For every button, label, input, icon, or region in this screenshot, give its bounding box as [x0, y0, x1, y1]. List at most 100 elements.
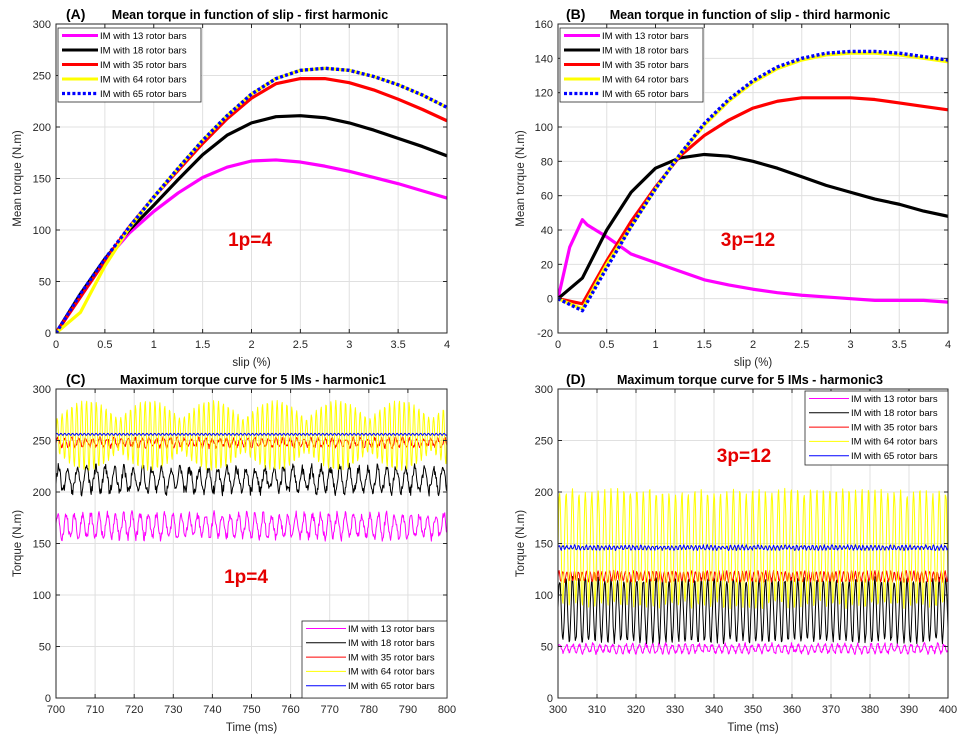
x-tick-label: 4: [945, 339, 951, 351]
y-tick-label: 80: [541, 156, 553, 168]
x-tick-label: 360: [783, 704, 801, 716]
y-tick-label: 150: [33, 539, 51, 551]
legend-label-im-with-18-rotor-bars: IM with 18 rotor bars: [100, 45, 187, 56]
x-tick-label: 730: [164, 704, 182, 716]
series-line-im-with-35-rotor-bars: [558, 96, 948, 306]
y-tick-label: 0: [547, 693, 553, 705]
x-tick-label: 760: [281, 704, 299, 716]
series-line-im-with-18-rotor-bars: [56, 462, 447, 497]
x-tick-label: 2: [248, 339, 254, 351]
legend-label-im-with-65-rotor-bars: IM with 65 rotor bars: [100, 89, 187, 100]
x-tick-label: 3.5: [390, 339, 405, 351]
legend-box: [804, 390, 949, 466]
legend: IM with 13 rotor bars IM with 18 rotor ba…: [57, 27, 202, 103]
x-tick-label: 2: [750, 339, 756, 351]
x-tick-label: 0.5: [97, 339, 112, 351]
legend-label-im-with-35-rotor-bars: IM with 35 rotor bars: [100, 60, 187, 71]
legend-label-im-with-13-rotor-bars: IM with 13 rotor bars: [851, 394, 938, 405]
series-line-im-with-64-rotor-bars: [558, 487, 948, 610]
y-tick-label: 50: [541, 642, 553, 654]
x-axis-label: Time (ms): [226, 722, 277, 734]
x-tick-label: 750: [242, 704, 260, 716]
x-tick-label: 700: [47, 704, 65, 716]
x-tick-label: 3: [346, 339, 352, 351]
panel-a: 0 0.5 1 1.5 2 2.5 3 3.5 4 0 50 100 150 200 250 300 slip …: [12, 6, 450, 369]
y-tick-label: 150: [33, 174, 51, 186]
panel-label: (C): [66, 371, 85, 387]
legend: IM with 13 rotor bars IM with 18 rotor ba…: [559, 27, 704, 103]
y-axis-label: Mean torque (N.m): [12, 130, 24, 227]
y-tick-label: 300: [33, 384, 51, 396]
legend-label-im-with-18-rotor-bars: IM with 18 rotor bars: [851, 408, 938, 419]
y-tick-label: 0: [547, 294, 553, 306]
x-tick-label: 1: [652, 339, 658, 351]
legend-label-im-with-18-rotor-bars: IM with 18 rotor bars: [348, 638, 435, 649]
x-tick-label: 2.5: [794, 339, 809, 351]
legend-label-im-with-64-rotor-bars: IM with 64 rotor bars: [100, 74, 187, 85]
series-group: [56, 66, 447, 333]
x-tick-label: 0: [555, 339, 561, 351]
x-tick-label: 320: [627, 704, 645, 716]
x-tick-label: 740: [203, 704, 221, 716]
y-tick-label: 100: [535, 122, 553, 134]
x-tick-label: 350: [744, 704, 762, 716]
legend-label-im-with-35-rotor-bars: IM with 35 rotor bars: [851, 422, 938, 433]
chart-title: Mean torque in function of slip - first …: [112, 8, 388, 22]
series-line-im-with-13-rotor-bars: [558, 218, 948, 304]
y-tick-label: 200: [33, 122, 51, 134]
x-tick-label: 0.5: [599, 339, 614, 351]
x-tick-label: 340: [705, 704, 723, 716]
pole-annotation: 3p=12: [717, 446, 771, 467]
series-line-im-with-65-rotor-bars: [558, 544, 948, 552]
y-tick-label: 250: [33, 436, 51, 448]
y-tick-label: 120: [535, 88, 553, 100]
y-axis-label: Torque (N.m): [515, 510, 527, 577]
y-tick-label: 300: [33, 19, 51, 31]
legend-label-im-with-64-rotor-bars: IM with 64 rotor bars: [348, 667, 435, 678]
panel-label: (A): [66, 6, 85, 22]
panel-b: 0 0.5 1 1.5 2 2.5 3 3.5 4-2002040608010012014016…: [515, 6, 951, 369]
panel-d: 300 310 320 330 340 350 360 370 380 390 400 0 50 100 1…: [515, 371, 957, 734]
y-tick-label: 100: [33, 225, 51, 237]
x-axis-label: slip (%): [232, 357, 271, 369]
series-line-im-with-13-rotor-bars: [56, 510, 447, 542]
y-tick-label: 200: [535, 487, 553, 499]
legend-label-im-with-64-rotor-bars: IM with 64 rotor bars: [602, 74, 689, 85]
x-tick-label: 330: [666, 704, 684, 716]
legend: IM with 13 rotor bars IM with 18 rotor ba…: [301, 620, 448, 699]
legend-label-im-with-35-rotor-bars: IM with 35 rotor bars: [348, 652, 435, 663]
y-tick-label: 250: [33, 71, 51, 83]
y-tick-label: 0: [45, 693, 51, 705]
x-tick-label: 770: [321, 704, 339, 716]
panel-label: (D): [566, 371, 585, 387]
y-tick-label: 150: [535, 539, 553, 551]
x-tick-label: 800: [438, 704, 456, 716]
y-tick-label: 250: [535, 436, 553, 448]
series-line-im-with-65-rotor-bars: [56, 66, 447, 333]
series-group: [56, 399, 447, 542]
x-tick-label: 310: [588, 704, 606, 716]
y-tick-label: 40: [541, 225, 553, 237]
x-tick-label: 1.5: [195, 339, 210, 351]
y-axis-label: Torque (N.m): [12, 510, 24, 577]
legend-label-im-with-64-rotor-bars: IM with 64 rotor bars: [851, 437, 938, 448]
y-tick-label: 100: [535, 590, 553, 602]
x-tick-label: 720: [125, 704, 143, 716]
x-tick-label: 3: [847, 339, 853, 351]
x-axis-label: slip (%): [734, 357, 773, 369]
legend-label-im-with-35-rotor-bars: IM with 35 rotor bars: [602, 60, 689, 71]
x-tick-label: 710: [86, 704, 104, 716]
legend-label-im-with-13-rotor-bars: IM with 13 rotor bars: [100, 31, 187, 42]
y-tick-label: 200: [33, 487, 51, 499]
chart-title: Maximum torque curve for 5 IMs - harmoni…: [617, 373, 883, 387]
x-tick-label: 2.5: [293, 339, 308, 351]
y-tick-label: 60: [541, 191, 553, 203]
x-tick-label: 0: [53, 339, 59, 351]
pole-annotation: 1p=4: [224, 567, 268, 588]
legend-label-im-with-13-rotor-bars: IM with 13 rotor bars: [348, 624, 435, 635]
y-tick-label: 140: [535, 53, 553, 65]
legend-label-im-with-65-rotor-bars: IM with 65 rotor bars: [851, 451, 938, 462]
x-tick-label: 780: [360, 704, 378, 716]
series-group: [558, 49, 948, 313]
